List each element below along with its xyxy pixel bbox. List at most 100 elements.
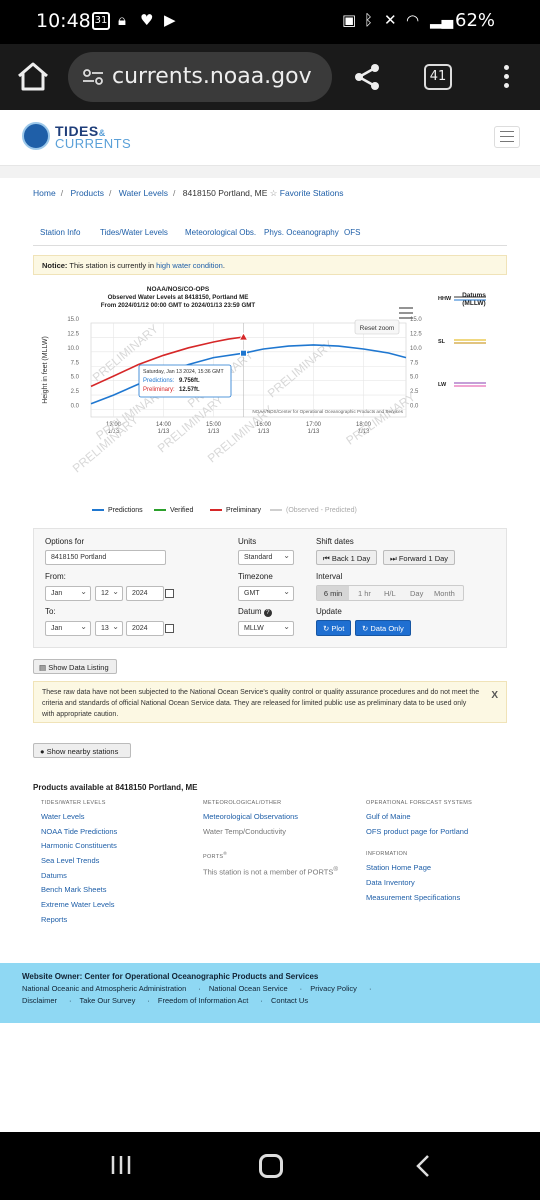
tooltip-title: Saturday, Jan 13 2024, 15:36 GMT: [143, 369, 224, 375]
chart-title-line: NOAA/NOS/CO-OPS: [147, 286, 210, 293]
tab-station-info[interactable]: Station Info: [40, 228, 81, 237]
product-link[interactable]: Measurement Specifications: [366, 892, 461, 902]
data-only-button[interactable]: ↻ Data Only: [355, 620, 411, 636]
footer-link[interactable]: National Ocean Service: [208, 984, 288, 993]
to-year-input[interactable]: 2024: [126, 621, 164, 636]
help-icon[interactable]: ?: [263, 609, 272, 617]
footer-link[interactable]: Freedom of Information Act: [157, 996, 249, 1005]
bluetooth-icon: ᛒ: [364, 11, 374, 29]
star-icon[interactable]: ☆: [269, 188, 278, 198]
breadcrumb: Home / Products / Water Levels/ 8418150 Po…: [33, 188, 344, 198]
breadcrumb-water-levels[interactable]: Water Levels: [118, 188, 169, 198]
close-icon[interactable]: X: [491, 690, 498, 701]
site-menu-button[interactable]: [494, 126, 520, 148]
tab-switcher-button[interactable]: 41: [424, 64, 452, 90]
interval-6min[interactable]: 6 min: [317, 586, 349, 600]
favorite-stations-link[interactable]: Favorite Stations: [279, 188, 344, 198]
products-col-tides: TIDES/WATER LEVELS Water Levels NOAA Tid…: [41, 800, 117, 930]
from-day-select[interactable]: 12: [95, 586, 123, 601]
show-nearby-stations-button[interactable]: ● Show nearby stations: [33, 743, 131, 758]
y-tick-label-right: 10.0: [410, 346, 422, 352]
footer-link[interactable]: Disclaimer: [22, 996, 58, 1005]
station-input[interactable]: 8418150 Portland: [45, 550, 166, 565]
notice-banner: Notice: This station is currently in hig…: [33, 255, 507, 275]
info-heading: INFORMATION: [366, 851, 408, 858]
site-logo-title[interactable]: TIDES&: [55, 123, 106, 139]
interval-day[interactable]: Day: [410, 589, 424, 598]
y-tick-label: 5.0: [71, 375, 80, 381]
footer-link[interactable]: Privacy Policy: [310, 984, 357, 993]
x-tick-date-label: 1/13: [258, 429, 270, 435]
high-water-link[interactable]: high water condition: [156, 261, 223, 270]
tab-ofs[interactable]: OFS: [344, 228, 361, 237]
recents-icon[interactable]: [110, 1154, 132, 1176]
table-icon: ▤: [39, 663, 47, 672]
product-link[interactable]: Meteorological Observations: [203, 812, 299, 821]
tab-meteorological-obs[interactable]: Meteorological Obs.: [185, 228, 257, 237]
interval-hl[interactable]: H/L: [384, 589, 396, 598]
product-link[interactable]: Water Levels: [41, 812, 85, 821]
to-day-select[interactable]: 13: [95, 621, 123, 636]
tab-phys-oceanography[interactable]: Phys. Oceanography: [264, 228, 339, 237]
product-link[interactable]: Data Inventory: [366, 878, 415, 888]
legend-verified[interactable]: Verified: [154, 507, 193, 514]
product-link[interactable]: NOAA Tide Predictions: [41, 826, 118, 836]
notice-text: This station is currently in: [69, 261, 154, 270]
products-title: Products available at 8418150 Portland, …: [33, 783, 198, 792]
timezone-select[interactable]: GMT: [238, 586, 294, 601]
site-logo-subtitle[interactable]: CURRENTS: [55, 136, 132, 151]
datum-select[interactable]: MLLW: [238, 621, 294, 636]
products-heading: OPERATIONAL FORECAST SYSTEMS: [366, 800, 473, 806]
product-link[interactable]: Extreme Water Levels: [41, 900, 115, 910]
product-link[interactable]: Harmonic Constituents: [41, 841, 117, 851]
to-calendar-icon[interactable]: [165, 624, 174, 633]
show-data-listing-button[interactable]: ▤ Show Data Listing: [33, 659, 117, 674]
breadcrumb-products[interactable]: Products: [70, 188, 104, 198]
back-1-day-button[interactable]: ⏮︎ Back 1 Day: [316, 550, 378, 565]
browser-toolbar: currents.noaa.gov 41: [0, 44, 540, 110]
data-saver-icon: ▣: [342, 11, 357, 29]
product-link[interactable]: Datums: [41, 870, 67, 880]
footer-link[interactable]: National Oceanic and Atmospheric Adminis…: [22, 984, 187, 993]
legend-predictions[interactable]: Predictions: [92, 507, 143, 514]
address-bar[interactable]: currents.noaa.gov: [68, 52, 332, 102]
x-tick-label: 17:00: [306, 422, 322, 428]
breadcrumb-home[interactable]: Home: [33, 188, 56, 198]
shift-dates-label: Shift dates: [316, 537, 354, 546]
plot-button[interactable]: ↻ Plot: [316, 620, 352, 636]
update-label: Update: [316, 607, 342, 616]
tab-tides-water-levels[interactable]: Tides/Water Levels: [100, 228, 168, 237]
tooltip-preliminary-value: 12.57ft.: [179, 387, 200, 393]
reset-zoom-button[interactable]: [354, 319, 400, 335]
forward-1-day-button[interactable]: ⏭︎ Forward 1 Day: [383, 550, 456, 565]
units-select[interactable]: Standard: [238, 550, 294, 565]
interval-1hr[interactable]: 1 hr: [358, 589, 371, 598]
product-link[interactable]: Reports: [41, 914, 68, 924]
noaa-logo[interactable]: [22, 122, 50, 150]
product-link[interactable]: OFS product page for Portland: [366, 826, 469, 836]
step-forward-icon: ⏭︎: [390, 554, 397, 563]
from-year-input[interactable]: 2024: [126, 586, 164, 601]
datums-panel: Datums(MLLW) HHW SL LW: [438, 292, 486, 388]
interval-month[interactable]: Month: [434, 589, 455, 598]
to-month-select[interactable]: Jan: [45, 621, 91, 636]
from-month-select[interactable]: Jan: [45, 586, 91, 601]
product-link[interactable]: Sea Level Trends: [41, 856, 100, 866]
site-settings-icon[interactable]: [82, 69, 104, 85]
home-icon[interactable]: [16, 62, 50, 92]
product-link[interactable]: Station Home Page: [366, 863, 432, 873]
back-icon[interactable]: [414, 1154, 432, 1178]
more-options-icon[interactable]: [500, 62, 512, 92]
from-calendar-icon[interactable]: [165, 589, 174, 598]
home-nav-icon[interactable]: [259, 1154, 283, 1178]
share-icon[interactable]: [352, 62, 382, 92]
footer-link[interactable]: Take Our Survey: [79, 996, 136, 1005]
tooltip-predictions-label: Predictions:: [143, 378, 175, 384]
legend-observed-predicted[interactable]: (Observed - Predicted): [270, 507, 357, 514]
footer-link[interactable]: Contact Us: [270, 996, 309, 1005]
product-link[interactable]: Gulf of Maine: [366, 812, 411, 821]
footer-row-1: National Oceanic and Atmospheric Adminis…: [22, 984, 372, 993]
product-link[interactable]: Bench Mark Sheets: [41, 885, 107, 895]
legend-preliminary[interactable]: Preliminary: [210, 507, 261, 514]
